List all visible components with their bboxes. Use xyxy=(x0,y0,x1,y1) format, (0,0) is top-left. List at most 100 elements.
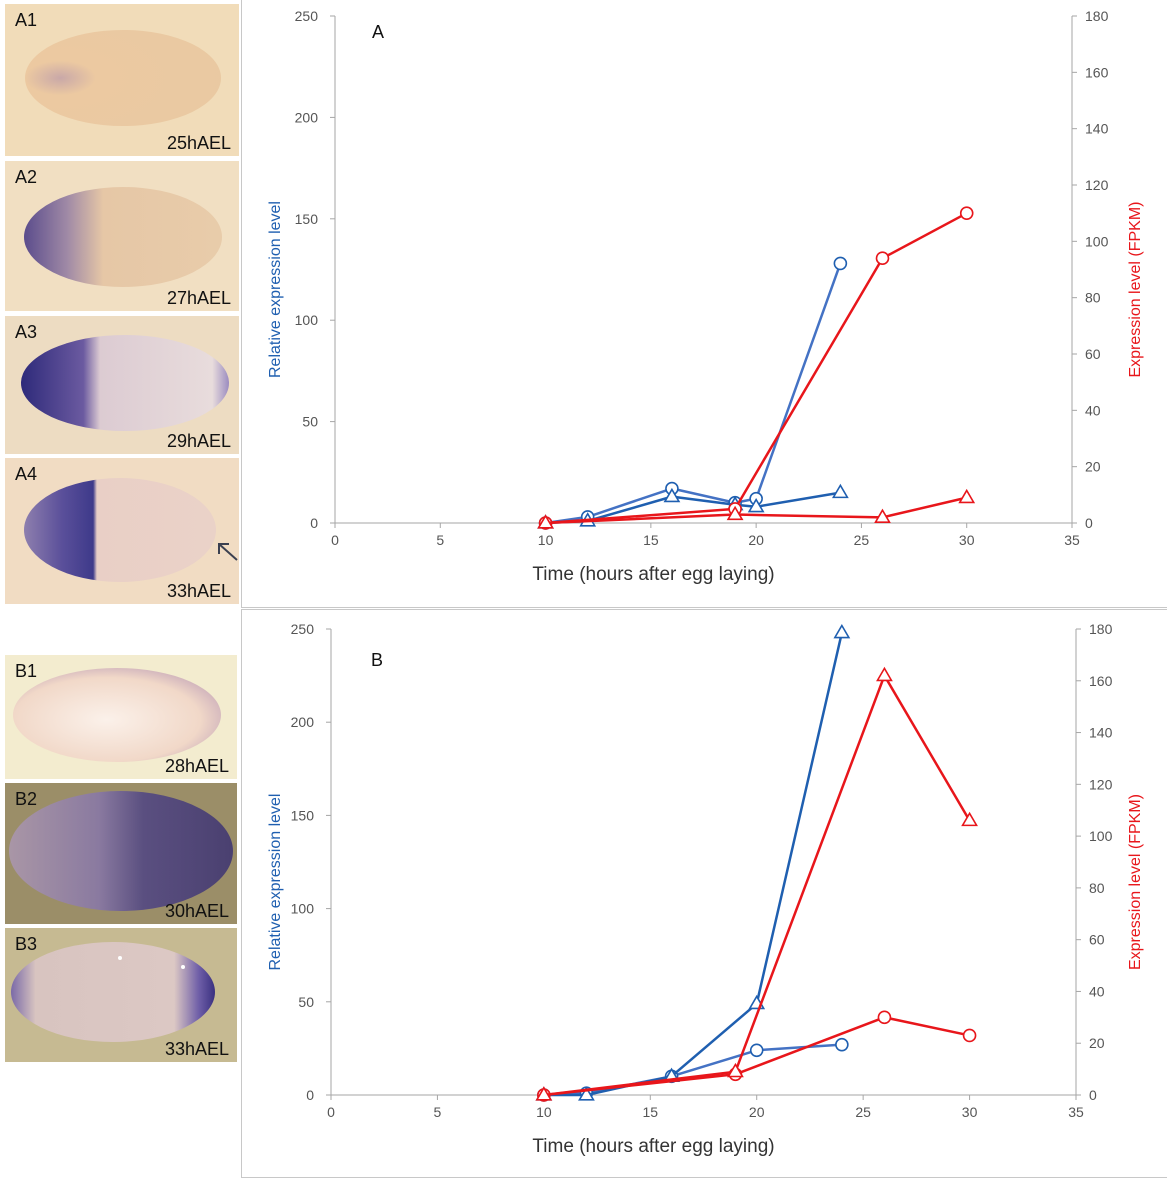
data-point-red-triangle xyxy=(958,488,976,504)
chart-panel-label: A xyxy=(372,22,384,42)
left-y-tick-label: 150 xyxy=(291,807,315,823)
right-y-tick-label: 40 xyxy=(1089,983,1105,999)
x-tick-label: 30 xyxy=(962,1104,978,1120)
series-red-circle-line xyxy=(545,212,968,525)
right-y-tick-label: 0 xyxy=(1085,515,1093,531)
x-tick-label: 20 xyxy=(749,1104,765,1120)
panel-id: A4 xyxy=(15,464,38,484)
data-point-blue-triangle xyxy=(831,483,849,499)
x-tick-label: 20 xyxy=(748,532,764,548)
panel-id: A3 xyxy=(15,322,38,342)
right-y-tick-label: 20 xyxy=(1085,459,1101,475)
data-point-red-triangle xyxy=(726,505,744,521)
x-tick-label: 15 xyxy=(643,532,659,548)
right-y-tick-label: 100 xyxy=(1089,828,1113,844)
x-tick-label: 25 xyxy=(855,1104,871,1120)
chart-b-frame xyxy=(241,609,1167,1178)
data-point-blue-triangle xyxy=(833,623,851,639)
series-blue-triangle-line xyxy=(543,632,844,1097)
right-y-tick-label: 20 xyxy=(1089,1035,1105,1051)
data-point-red-triangle xyxy=(727,1062,744,1078)
x-tick-label: 0 xyxy=(331,532,339,548)
left-y-tick-label: 250 xyxy=(295,8,319,24)
data-point-blue-circle xyxy=(835,1037,849,1052)
panel-id: B3 xyxy=(15,934,38,954)
right-y-tick-label: 40 xyxy=(1085,402,1101,418)
embryo-image-b1 xyxy=(5,655,237,779)
right-y-tick-label: 140 xyxy=(1085,121,1109,137)
left-y-tick-label: 50 xyxy=(302,414,318,430)
right-y-tick-label: 100 xyxy=(1085,233,1109,249)
series-red-triangle-line xyxy=(545,496,967,525)
right-y-tick-label: 120 xyxy=(1085,177,1109,193)
embryo-panel-a3: A3 29hAEL xyxy=(5,316,239,454)
panel-stage-label: 28hAEL xyxy=(164,756,229,776)
right-y-tick-label: 180 xyxy=(1085,8,1109,24)
panel-stage-label: 30hAEL xyxy=(164,901,229,921)
left-y-tick-label: 0 xyxy=(306,1087,314,1103)
left-y-tick-label: 250 xyxy=(291,621,315,637)
embryo-panel-b2: B2 30hAEL xyxy=(5,783,237,924)
panel-stage-label: 25hAEL xyxy=(166,133,231,153)
right-y-tick-label: 80 xyxy=(1089,880,1105,896)
chart-panel-label: B xyxy=(371,650,383,670)
data-point-blue-circle xyxy=(749,1043,764,1058)
left-y-tick-label: 100 xyxy=(295,312,319,328)
panel-id: B1 xyxy=(15,661,38,681)
data-point-blue-triangle xyxy=(578,1086,595,1101)
series-blue-circle-line xyxy=(545,262,842,525)
series-red-triangle-line xyxy=(543,674,971,1097)
data-point-red-triangle xyxy=(961,811,978,827)
right-y-tick-label: 140 xyxy=(1089,725,1113,741)
data-point-red-circle xyxy=(962,1028,977,1043)
left-y-tick-label: 0 xyxy=(310,515,318,531)
embryo-panel-a2: A2 27hAEL xyxy=(5,161,239,311)
embryo-panel-b3: B3 33hAEL xyxy=(5,928,237,1062)
series-red-circle-line xyxy=(543,1016,970,1097)
panel-id: B2 xyxy=(15,789,38,809)
panel-id: A1 xyxy=(15,10,38,30)
left-y-axis-title: Relative expression level xyxy=(267,794,284,971)
left-y-axis-title: Relative expression level xyxy=(267,201,284,378)
data-point-red-circle xyxy=(875,251,890,266)
x-tick-label: 15 xyxy=(642,1104,658,1120)
chart-a-frame xyxy=(241,0,1167,608)
arrow-icon xyxy=(218,543,238,561)
panel-stage-label: 33hAEL xyxy=(164,1039,229,1059)
data-point-red-triangle xyxy=(874,508,891,523)
data-point-red-triangle xyxy=(537,514,554,529)
embryo-image-a2 xyxy=(5,161,239,311)
x-tick-label: 10 xyxy=(536,1104,552,1120)
embryo-image-a4 xyxy=(5,458,239,604)
left-y-tick-label: 200 xyxy=(295,109,319,125)
x-tick-label: 5 xyxy=(434,1104,442,1120)
panel-stage-label: 27hAEL xyxy=(166,288,231,308)
left-y-tick-label: 200 xyxy=(291,714,315,730)
x-axis-title: Time (hours after egg laying) xyxy=(532,1136,774,1157)
right-y-tick-label: 160 xyxy=(1085,64,1109,80)
panel-stage-label: 33hAEL xyxy=(166,581,231,601)
x-tick-label: 10 xyxy=(538,532,554,548)
right-y-tick-label: 180 xyxy=(1089,621,1113,637)
data-point-red-triangle xyxy=(535,1086,553,1101)
embryo-image-a1 xyxy=(5,4,239,156)
data-point-blue-triangle xyxy=(747,497,765,513)
embryo-image-b3 xyxy=(5,928,237,1062)
embryo-image-a3 xyxy=(5,316,239,454)
x-tick-label: 35 xyxy=(1064,532,1080,548)
right-y-tick-label: 0 xyxy=(1089,1087,1097,1103)
chart-a: 0 5 10 15 20 25 30 35 0 50 100 150 200 250 0 20 40 60 80 10… xyxy=(267,8,1144,585)
left-y-tick-label: 150 xyxy=(295,211,319,227)
data-point-blue-triangle xyxy=(663,487,681,503)
right-y-tick-label: 60 xyxy=(1085,346,1101,362)
right-y-tick-label: 160 xyxy=(1089,673,1113,689)
embryo-image-b2 xyxy=(5,783,237,924)
x-tick-label: 25 xyxy=(854,532,870,548)
right-y-tick-label: 80 xyxy=(1085,290,1101,306)
panel-stage-label: 29hAEL xyxy=(166,431,231,451)
x-tick-label: 5 xyxy=(436,532,444,548)
data-point-red-circle xyxy=(877,1010,892,1025)
x-tick-label: 35 xyxy=(1068,1104,1084,1120)
right-y-axis-title: Expression level (FPKM) xyxy=(1127,794,1144,970)
